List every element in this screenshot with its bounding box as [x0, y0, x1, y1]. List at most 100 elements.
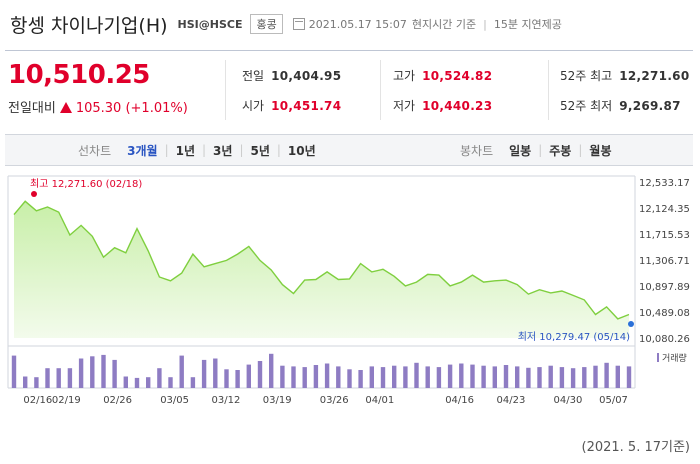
- stat-label: 52주 최저: [560, 99, 613, 113]
- y-tick-label: 12,124.35: [639, 204, 690, 215]
- volume-bar: [347, 369, 352, 388]
- volume-bar: [604, 362, 609, 388]
- volume-bar: [392, 365, 397, 388]
- stat-high: 고가 10,524.82: [393, 67, 492, 84]
- divider: [380, 60, 381, 120]
- volume-bar: [45, 368, 50, 388]
- min-point: [628, 321, 634, 327]
- volume-bar: [436, 367, 442, 388]
- x-tick-label: 02/26: [103, 395, 132, 406]
- area-fill: [14, 201, 629, 338]
- stat-52w-low: 52주 최저 9,269.87: [560, 97, 681, 114]
- volume-bar: [582, 367, 587, 388]
- stat-label: 52주 최고: [560, 69, 613, 83]
- volume-bar: [559, 367, 565, 388]
- y-tick-label: 11,306.71: [639, 256, 690, 267]
- volume-bar: [67, 368, 73, 388]
- divider: [5, 50, 693, 51]
- volume-bar: [224, 369, 229, 388]
- volume-bar: [515, 366, 520, 388]
- chart-tab-bar: 선차트 3개월 | 1년 | 3년 | 5년 | 10년 봉차트 일봉 | 주봉 | 월봉: [5, 134, 693, 166]
- volume-label: 거래량: [662, 352, 687, 364]
- volume-bar: [313, 365, 319, 388]
- calendar-icon: [292, 18, 305, 30]
- candle-chart-label: 봉차트: [460, 143, 494, 158]
- candle-chart-tabs: 봉차트 일봉 | 주봉 | 월봉: [460, 143, 612, 158]
- up-triangle-icon: [59, 102, 72, 113]
- volume-bar: [336, 366, 341, 388]
- tab-period[interactable]: 5년: [250, 143, 270, 158]
- stat-low: 저가 10,440.23: [393, 97, 492, 114]
- x-tick-label: 04/30: [554, 395, 583, 406]
- volume-bar: [168, 377, 173, 388]
- x-tick-label: 03/05: [160, 395, 189, 406]
- stat-value: 12,271.60: [619, 69, 690, 83]
- volume-bar: [246, 364, 251, 388]
- volume-bar: [324, 363, 330, 388]
- volume-bar: [56, 368, 61, 388]
- y-tick-label: 10,897.89: [639, 282, 690, 293]
- x-tick-label: 04/23: [497, 395, 526, 406]
- volume-bar: [526, 367, 531, 388]
- stat-value: 10,404.95: [271, 69, 342, 83]
- quote-basis: 현지시간 기준: [411, 18, 477, 31]
- stat-value: 10,451.74: [271, 99, 342, 113]
- divider: [548, 60, 549, 120]
- x-tick-label: 04/01: [365, 395, 394, 406]
- stat-label: 저가: [393, 99, 416, 113]
- tab-period[interactable]: 1년: [175, 143, 195, 158]
- volume-bar: [123, 376, 128, 388]
- volume-bar: [213, 358, 218, 388]
- tab-period[interactable]: 3년: [213, 143, 233, 158]
- tab-period[interactable]: 10년: [287, 143, 316, 158]
- volume-bar: [492, 366, 497, 388]
- volume-bar: [593, 365, 598, 388]
- volume-bar: [78, 358, 84, 388]
- volume-bar: [503, 365, 509, 388]
- volume-bar: [615, 365, 620, 388]
- tab-daily[interactable]: 일봉: [509, 143, 532, 158]
- stat-value: 9,269.87: [619, 99, 681, 113]
- stat-prev-close: 전일 10,404.95: [242, 67, 341, 84]
- current-price: 10,510.25: [8, 60, 150, 90]
- volume-bar: [470, 364, 475, 388]
- index-title: 항셍 차이나기업(H): [10, 14, 168, 37]
- as-of-date: (2021. 5. 17기준): [581, 440, 691, 455]
- tab-period[interactable]: 3개월: [127, 143, 158, 158]
- volume-legend-swatch: [657, 353, 659, 362]
- x-tick-label: 02/16: [23, 395, 52, 406]
- line-chart-label: 선차트: [78, 143, 112, 158]
- stat-open: 시가 10,451.74: [242, 97, 341, 114]
- volume-bar: [425, 366, 430, 388]
- volume-bar: [179, 355, 184, 388]
- tab-monthly[interactable]: 월봉: [589, 143, 612, 158]
- volume-bar: [548, 365, 553, 388]
- volume-bar: [146, 377, 151, 388]
- x-tick-label: 05/07: [599, 395, 628, 406]
- volume-bar: [101, 354, 106, 388]
- tab-weekly[interactable]: 주봉: [549, 143, 572, 158]
- volume-bar: [280, 365, 285, 388]
- change-value: 105.30 (+1.01%): [75, 101, 188, 116]
- volume-bar: [235, 370, 240, 388]
- index-code: HSI@HSCE: [177, 17, 243, 31]
- volume-bar: [369, 366, 374, 388]
- stat-value: 10,440.23: [422, 99, 493, 113]
- max-point: [31, 191, 37, 197]
- volume-bar: [90, 356, 95, 388]
- stat-label: 시가: [242, 99, 265, 113]
- series-line: [13, 200, 630, 320]
- y-tick-label: 10,489.08: [639, 308, 690, 319]
- y-tick-label: 10,080.26: [639, 334, 690, 345]
- volume-bar: [358, 370, 363, 388]
- volume-bar: [537, 367, 542, 388]
- x-tick-label: 03/12: [212, 395, 241, 406]
- volume-bar: [190, 377, 196, 388]
- volume-bar: [134, 377, 140, 388]
- volume-bar: [34, 377, 39, 388]
- volume-bar: [570, 368, 576, 388]
- line-chart-tabs: 선차트 3개월 | 1년 | 3년 | 5년 | 10년: [78, 143, 316, 158]
- delay-notice: 15분 지연제공: [493, 18, 562, 31]
- x-tick-label: 03/26: [320, 395, 349, 406]
- volume-bar: [23, 376, 28, 388]
